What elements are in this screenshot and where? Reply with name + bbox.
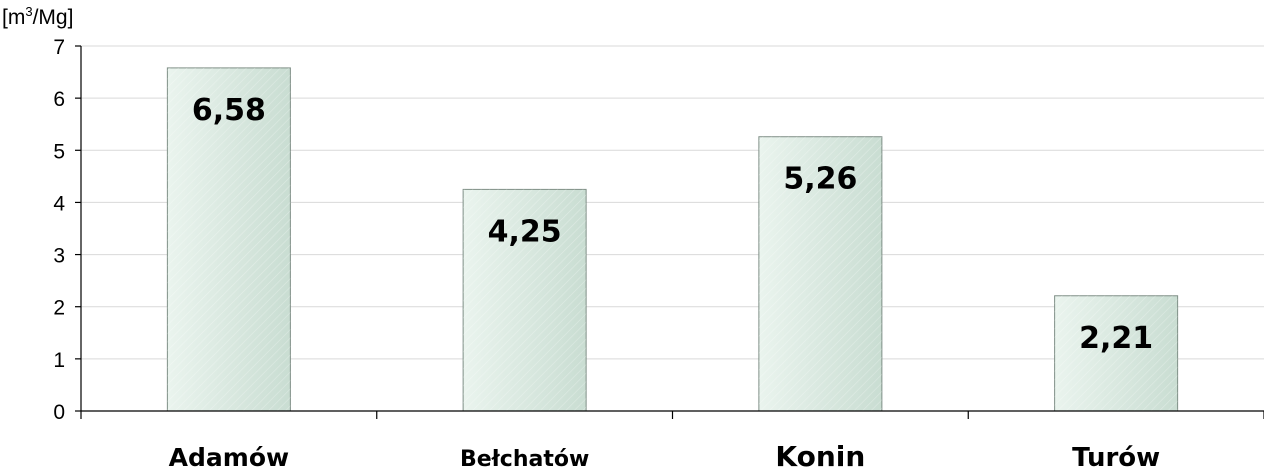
bars: 6,58 4,25 5,26 2,21 [166,67,1179,412]
x-axis-ticks: Adamów Bełchatów Konin Turów [80,411,1264,469]
data-label: 4,25 [488,214,562,249]
category-label: Bełchatów [460,447,589,469]
category-label: Turów [1072,443,1160,469]
y-tick-label: 1 [53,349,65,372]
data-label: 6,58 [192,93,266,128]
y-axis-unit-label: [m3/Mg] [2,4,73,29]
data-label: 2,21 [1079,321,1153,356]
y-tick-label: 0 [53,401,65,424]
y-tick-label: 4 [53,192,65,215]
y-tick-label: 6 [53,88,65,111]
category-label: Adamów [169,443,289,469]
y-tick-label: 3 [53,245,65,268]
bar-texture [463,189,587,411]
bar-texture [758,136,882,411]
y-tick-label: 2 [53,297,65,320]
y-tick-label: 5 [53,140,65,163]
category-label: Konin [775,440,865,469]
bar-texture [167,67,291,412]
y-axis-ticks: 0 1 2 3 4 5 6 7 [53,36,81,424]
data-label: 5,26 [783,162,857,197]
y-tick-label: 7 [53,36,65,59]
bar-texture [1054,295,1178,411]
